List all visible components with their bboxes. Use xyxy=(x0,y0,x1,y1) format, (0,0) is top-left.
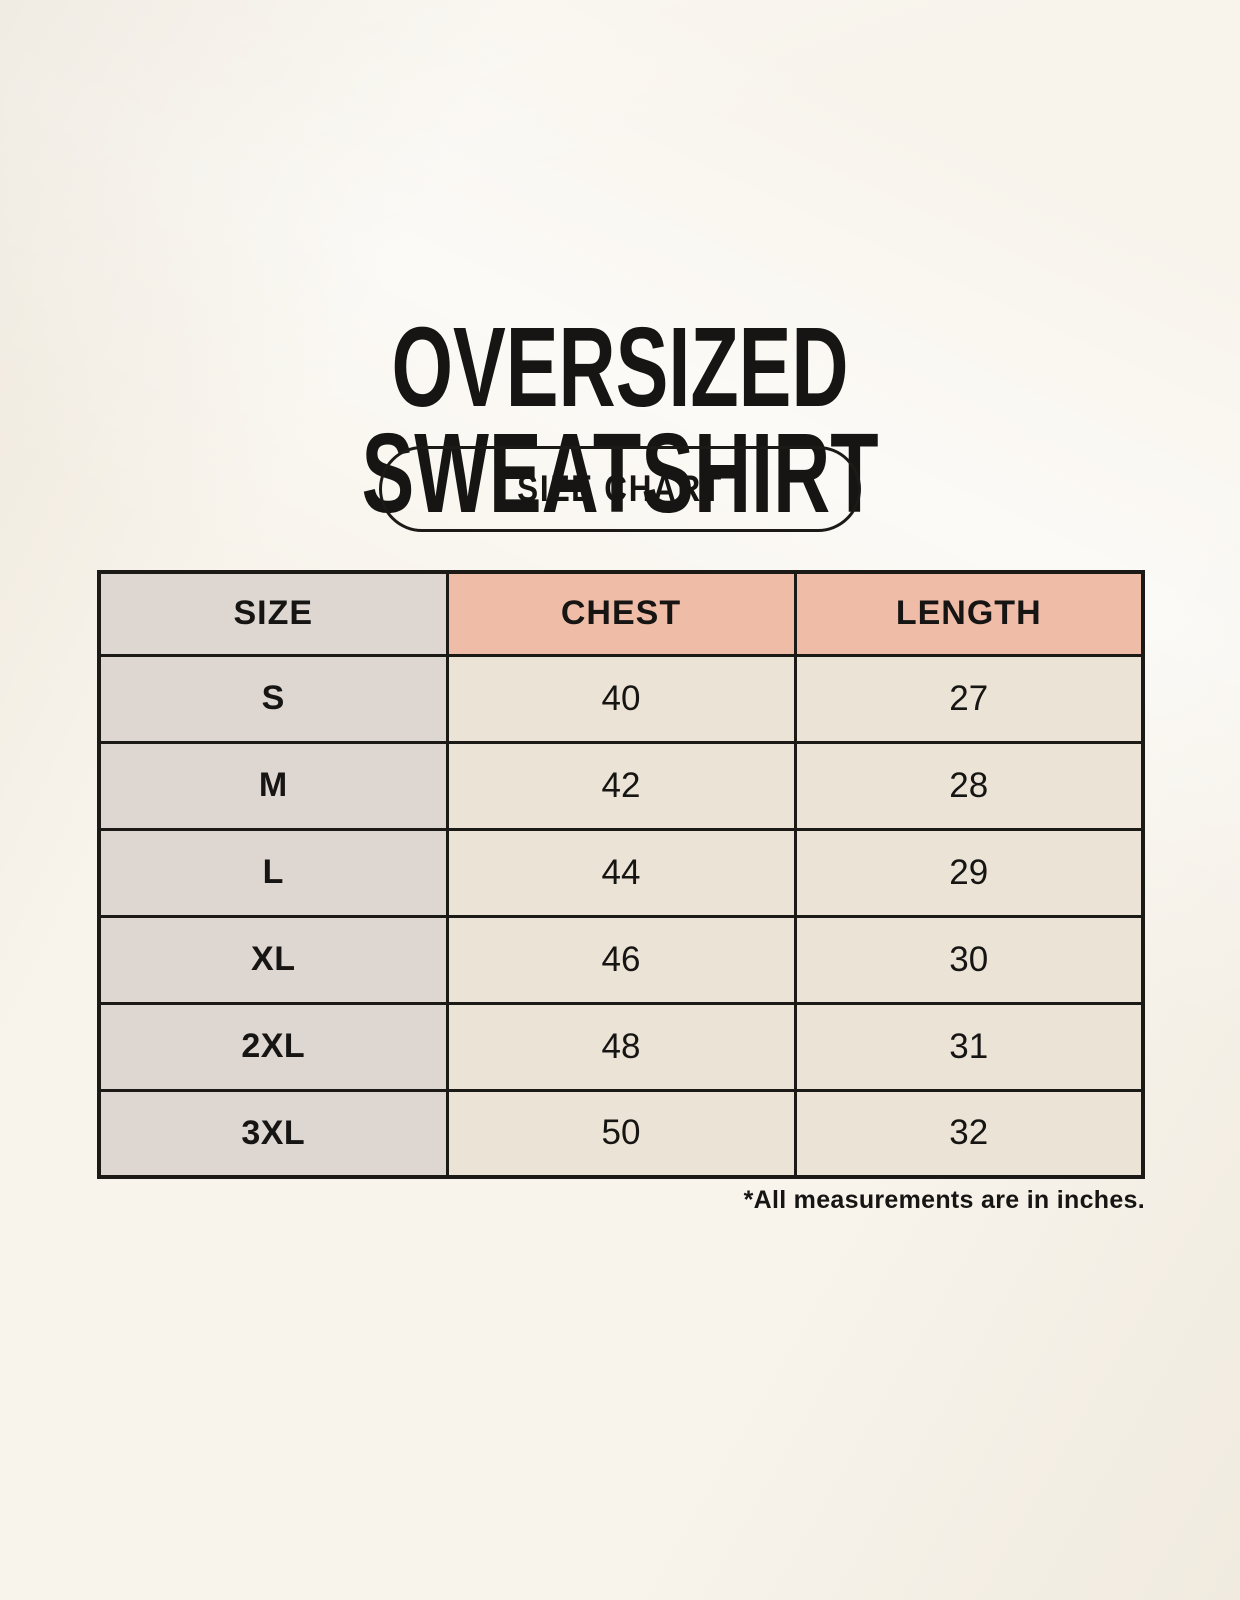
page-title-line-1: OVERSIZED xyxy=(391,303,849,430)
size-chart-table-header: SIZE CHEST LENGTH xyxy=(97,570,1145,657)
table-row: L 44 29 xyxy=(97,827,1145,918)
size-label: 3XL xyxy=(97,1088,449,1179)
size-chart-table-body: S 40 27 M 42 28 L 44 29 XL 46 30 2XL 48 … xyxy=(97,653,1145,1179)
column-header-size: SIZE xyxy=(97,570,449,657)
length-value: 29 xyxy=(793,827,1145,918)
table-row: XL 46 30 xyxy=(97,914,1145,1005)
size-label: L xyxy=(97,827,449,918)
page-title: OVERSIZED SWEATSHIRT xyxy=(0,303,1240,536)
length-value: 31 xyxy=(793,1001,1145,1092)
table-row: M 42 28 xyxy=(97,740,1145,831)
chest-value: 50 xyxy=(445,1088,797,1179)
chest-value: 40 xyxy=(445,653,797,744)
chest-value: 46 xyxy=(445,914,797,1005)
table-row: S 40 27 xyxy=(97,653,1145,744)
size-label: 2XL xyxy=(97,1001,449,1092)
size-label: XL xyxy=(97,914,449,1005)
chest-value: 42 xyxy=(445,740,797,831)
chest-value: 44 xyxy=(445,827,797,918)
measurements-footnote: *All measurements are in inches. xyxy=(743,1186,1145,1214)
length-value: 30 xyxy=(793,914,1145,1005)
length-value: 27 xyxy=(793,653,1145,744)
table-row: 2XL 48 31 xyxy=(97,1001,1145,1092)
length-value: 32 xyxy=(793,1088,1145,1179)
length-value: 28 xyxy=(793,740,1145,831)
size-chart-badge-label: SIZE CHART xyxy=(517,468,723,509)
table-row: 3XL 50 32 xyxy=(97,1088,1145,1179)
size-chart-table: SIZE CHEST LENGTH S 40 27 M 42 28 L 44 2… xyxy=(97,570,1145,1179)
chest-value: 48 xyxy=(445,1001,797,1092)
size-label: S xyxy=(97,653,449,744)
column-header-chest: CHEST xyxy=(445,570,797,657)
column-header-length: LENGTH xyxy=(793,570,1145,657)
size-chart-badge: SIZE CHART xyxy=(379,446,861,532)
header-row: SIZE CHEST LENGTH xyxy=(97,570,1145,657)
page-title-line-2: SWEATSHIRT xyxy=(361,409,879,536)
size-label: M xyxy=(97,740,449,831)
